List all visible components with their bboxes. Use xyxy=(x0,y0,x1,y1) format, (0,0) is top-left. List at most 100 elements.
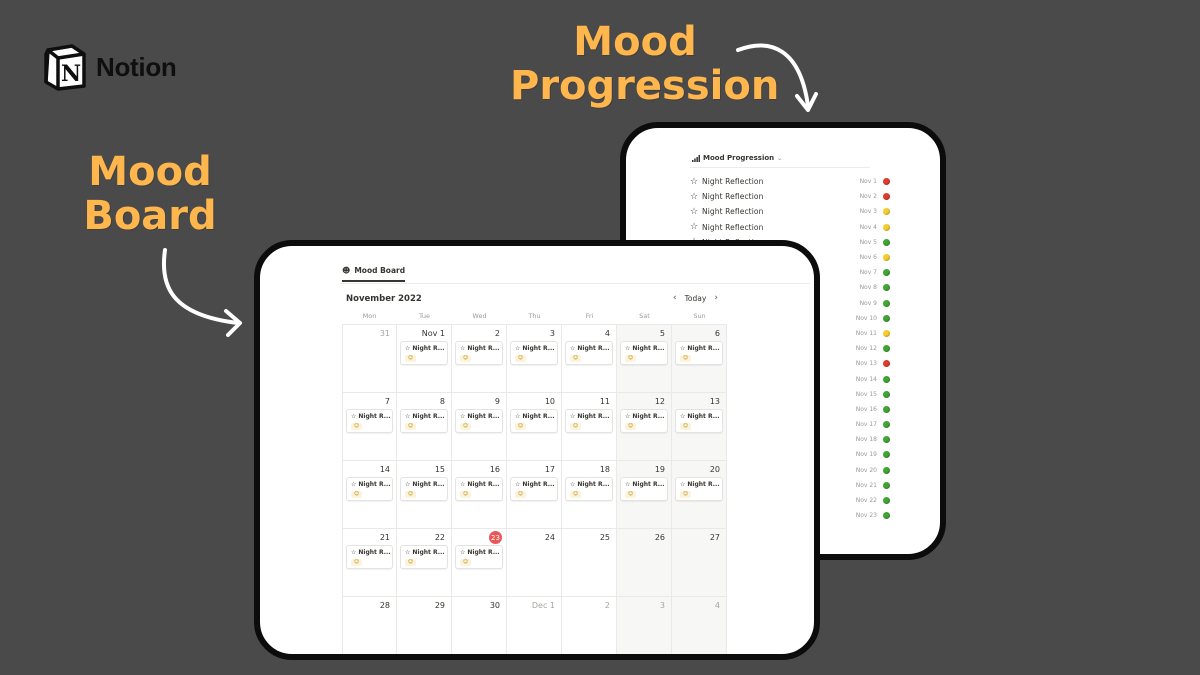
entry-card[interactable]: ☆ Night R... ☺ xyxy=(455,341,503,365)
list-item[interactable]: ☆ Night Reflection Nov 3 xyxy=(690,204,890,219)
list-item[interactable]: Nov 17 xyxy=(690,417,890,432)
calendar-day[interactable]: 31 xyxy=(342,325,397,392)
calendar-day[interactable]: 3 ☆ Night R... ☺ xyxy=(507,325,562,392)
entry-card[interactable]: ☆ Night R... ☺ xyxy=(346,545,393,569)
entry-card[interactable]: ☆ Night R... ☺ xyxy=(675,477,723,501)
calendar-day[interactable]: 4 xyxy=(672,597,727,654)
chevron-left-icon[interactable]: ‹ xyxy=(673,293,677,303)
calendar-day[interactable]: 26 xyxy=(617,529,672,596)
calendar-day[interactable]: 27 xyxy=(672,529,727,596)
entry-card[interactable]: ☆ Night R... ☺ xyxy=(346,409,393,433)
star-icon: ☆ xyxy=(625,345,631,352)
list-item[interactable]: Nov 15 xyxy=(690,387,890,402)
entry-card[interactable]: ☆ Night R... ☺ xyxy=(455,545,503,569)
entry-card[interactable]: ☆ Night R... ☺ xyxy=(400,545,448,569)
calendar-day[interactable]: 15 ☆ Night R... ☺ xyxy=(397,461,452,528)
list-item[interactable]: Nov 7 xyxy=(690,265,890,280)
entry-card[interactable]: ☆ Night R... ☺ xyxy=(510,341,558,365)
calendar-day[interactable]: 6 ☆ Night R... ☺ xyxy=(672,325,727,392)
entry-card[interactable]: ☆ Night R... ☺ xyxy=(346,477,393,501)
entry-card[interactable]: ☆ Night R... ☺ xyxy=(455,477,503,501)
card-title: ☆ Night R... xyxy=(625,413,665,420)
card-title: ☆ Night R... xyxy=(570,345,610,352)
view-selector[interactable]: Mood Progression ⌄ xyxy=(692,154,782,162)
calendar-day[interactable]: 11 ☆ Night R... ☺ xyxy=(562,393,617,460)
calendar-week: 14 ☆ Night R... ☺ 15 ☆ Night R... ☺ 16 ☆ Night R..… xyxy=(342,461,727,529)
calendar-day[interactable]: 19 ☆ Night R... ☺ xyxy=(617,461,672,528)
list-item[interactable]: ☆ Night Reflection Nov 4 xyxy=(690,220,890,235)
calendar-day[interactable]: 2 ☆ Night R... ☺ xyxy=(452,325,507,392)
tab-mood-board[interactable]: ☻ Mood Board xyxy=(342,266,406,282)
list-item[interactable]: ☆ Night Reflection Nov 2 xyxy=(690,189,890,204)
calendar-day[interactable]: 25 xyxy=(562,529,617,596)
calendar-day[interactable]: 12 ☆ Night R... ☺ xyxy=(617,393,672,460)
card-label: Night R... xyxy=(358,413,391,420)
day-number: 7 xyxy=(384,397,390,406)
today-button[interactable]: Today xyxy=(684,293,707,303)
calendar-day[interactable]: Dec 1 xyxy=(507,597,562,654)
chevron-right-icon[interactable]: › xyxy=(714,293,718,303)
entry-date: Nov 13 xyxy=(855,360,877,368)
star-icon: ☆ xyxy=(680,481,686,488)
calendar-day[interactable]: 13 ☆ Night R... ☺ xyxy=(672,393,727,460)
calendar-day[interactable]: 9 ☆ Night R... ☺ xyxy=(452,393,507,460)
calendar-day[interactable]: 18 ☆ Night R... ☺ xyxy=(562,461,617,528)
entry-card[interactable]: ☆ Night R... ☺ xyxy=(455,409,503,433)
calendar-day[interactable]: 30 xyxy=(452,597,507,654)
calendar-day[interactable]: 7 ☆ Night R... ☺ xyxy=(342,393,397,460)
calendar-day[interactable]: 17 ☆ Night R... ☺ xyxy=(507,461,562,528)
list-item[interactable]: Nov 6 xyxy=(690,250,890,265)
calendar-day[interactable]: 5 ☆ Night R... ☺ xyxy=(617,325,672,392)
entry-card[interactable]: ☆ Night R... ☺ xyxy=(620,341,668,365)
calendar-day[interactable]: 20 ☆ Night R... ☺ xyxy=(672,461,727,528)
calendar-day[interactable]: 14 ☆ Night R... ☺ xyxy=(342,461,397,528)
list-item[interactable]: Nov 20 xyxy=(690,463,890,478)
list-item[interactable]: Nov 16 xyxy=(690,402,890,417)
entry-card[interactable]: ☆ Night R... ☺ xyxy=(565,477,613,501)
calendar-day[interactable]: 3 xyxy=(617,597,672,654)
calendar-day[interactable]: 28 xyxy=(342,597,397,654)
entry-card[interactable]: ☆ Night R... ☺ xyxy=(400,341,448,365)
weekday-header: Mon Tue Wed Thu Fri Sat Sun xyxy=(342,312,727,320)
entry-card[interactable]: ☆ Night R... ☺ xyxy=(675,341,723,365)
list-item[interactable]: Nov 18 xyxy=(690,432,890,447)
calendar-day[interactable]: 4 ☆ Night R... ☺ xyxy=(562,325,617,392)
entry-card[interactable]: ☆ Night R... ☺ xyxy=(400,409,448,433)
mood-dot-icon xyxy=(883,405,890,413)
entry-card[interactable]: ☆ Night R... ☺ xyxy=(675,409,723,433)
entry-card[interactable]: ☆ Night R... ☺ xyxy=(620,477,668,501)
entry-date: Nov 16 xyxy=(855,405,877,413)
entry-date: Nov 10 xyxy=(855,314,877,322)
entry-card[interactable]: ☆ Night R... ☺ xyxy=(565,341,613,365)
calendar-day[interactable]: 23 ☆ Night R... ☺ xyxy=(452,529,507,596)
calendar-day[interactable]: 10 ☆ Night R... ☺ xyxy=(507,393,562,460)
star-icon: ☆ xyxy=(690,222,699,233)
list-item[interactable]: Nov 21 xyxy=(690,478,890,493)
list-item[interactable]: Nov 13 xyxy=(690,356,890,371)
calendar-day[interactable]: 21 ☆ Night R... ☺ xyxy=(342,529,397,596)
list-item[interactable]: Nov 22 xyxy=(690,493,890,508)
calendar-day[interactable]: 16 ☆ Night R... ☺ xyxy=(452,461,507,528)
entry-card[interactable]: ☆ Night R... ☺ xyxy=(565,409,613,433)
entry-card[interactable]: ☆ Night R... ☺ xyxy=(510,477,558,501)
calendar-day[interactable]: Nov 1 ☆ Night R... ☺ xyxy=(397,325,452,392)
list-item[interactable]: Nov 12 xyxy=(690,341,890,356)
list-item[interactable]: ☆ Night Reflection Nov 1 xyxy=(690,174,890,189)
entry-date: Nov 8 xyxy=(859,284,877,292)
list-item[interactable]: Nov 10 xyxy=(690,311,890,326)
calendar-day[interactable]: 29 xyxy=(397,597,452,654)
list-item[interactable]: Nov 9 xyxy=(690,296,890,311)
list-item[interactable]: Nov 14 xyxy=(690,371,890,386)
entry-card[interactable]: ☆ Night R... ☺ xyxy=(510,409,558,433)
list-item[interactable]: Nov 19 xyxy=(690,447,890,462)
list-item[interactable]: Nov 8 xyxy=(690,280,890,295)
entry-card[interactable]: ☆ Night R... ☺ xyxy=(400,477,448,501)
calendar-day[interactable]: 8 ☆ Night R... ☺ xyxy=(397,393,452,460)
list-item[interactable]: Nov 23 xyxy=(690,508,890,523)
calendar-day[interactable]: 22 ☆ Night R... ☺ xyxy=(397,529,452,596)
calendar-day[interactable]: 2 xyxy=(562,597,617,654)
entry-date: Nov 17 xyxy=(855,421,877,429)
entry-card[interactable]: ☆ Night R... ☺ xyxy=(620,409,668,433)
list-item[interactable]: Nov 11 xyxy=(690,326,890,341)
calendar-day[interactable]: 24 xyxy=(507,529,562,596)
